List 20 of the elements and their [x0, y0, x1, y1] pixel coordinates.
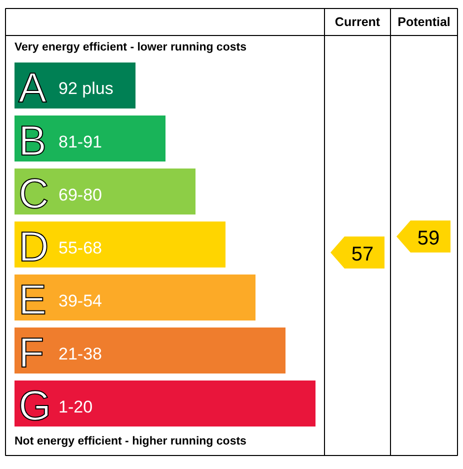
text: Very energy efficient - lower running costs — [14, 42, 246, 54]
text: Not energy efficient - higher running costs — [14, 436, 246, 448]
text: 92 plus — [58, 79, 114, 98]
text: Current — [334, 15, 381, 29]
text: 55-68 — [58, 238, 102, 258]
category-label: F — [18, 329, 44, 376]
text: Potential — [398, 15, 450, 29]
text: 81-91 — [58, 132, 102, 152]
text: 1-20 — [58, 398, 93, 416]
data-label: 57 — [351, 244, 374, 266]
category-label: E — [18, 276, 47, 323]
category-label: D — [18, 223, 49, 270]
category-label: C — [18, 170, 49, 217]
category-label: B — [18, 117, 47, 164]
category-label: G — [18, 382, 52, 429]
category-label: A — [18, 64, 47, 111]
data-label: 59 — [417, 228, 440, 250]
text: 69-80 — [58, 186, 102, 204]
text: 21-38 — [58, 344, 102, 364]
text: 39-54 — [58, 292, 102, 310]
